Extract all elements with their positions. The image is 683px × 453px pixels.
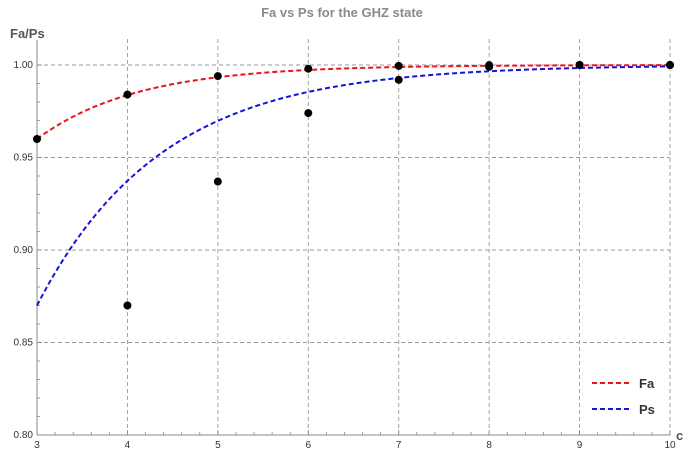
- data-point-ps: [123, 301, 132, 310]
- y-axis-label: Fa/Ps: [10, 26, 45, 41]
- x-axis-end-label: c: [676, 428, 683, 443]
- data-point-ps: [575, 61, 584, 69]
- legend: Fa Ps: [592, 376, 655, 417]
- y-tick-label: 0.80: [14, 430, 34, 441]
- axes: 0.80 0.85 0.90 0.95 1.00 3 4 5 6 7 8 9 10c: [14, 40, 683, 451]
- data-point-fa: [213, 72, 222, 81]
- y-tick-label: 0.95: [14, 153, 34, 164]
- y-tick-label: 1.00: [14, 60, 34, 71]
- series-fa-line: [36, 64, 670, 140]
- data-point-ps: [304, 109, 313, 118]
- x-tick-label: 10: [664, 440, 676, 451]
- data-point-fa: [394, 61, 403, 70]
- legend-label-fa: Fa: [639, 376, 655, 391]
- y-tick-label: 0.90: [14, 245, 34, 256]
- x-tick-label: 3: [34, 440, 40, 451]
- data-point-ps: [485, 62, 494, 71]
- x-tick-label: 4: [125, 440, 131, 451]
- x-tick-label: 5: [215, 440, 221, 451]
- x-tick-label: 8: [486, 440, 492, 451]
- data-point-ps: [213, 177, 222, 186]
- y-tick-label: 0.85: [14, 338, 34, 349]
- data-point-fa: [123, 90, 132, 99]
- grid: [37, 39, 671, 435]
- data-point-ps: [666, 61, 674, 69]
- data-point-ps: [394, 75, 403, 84]
- x-tick-label: 6: [306, 440, 312, 451]
- legend-label-ps: Ps: [639, 402, 655, 417]
- chart-title: Fa vs Ps for the GHZ state: [261, 5, 423, 20]
- x-tick-label: 9: [577, 440, 583, 451]
- x-tick-label: 7: [396, 440, 402, 451]
- series-ps-line: [36, 65, 671, 306]
- curves: [36, 64, 671, 306]
- data-point-fa: [33, 135, 41, 143]
- data-points: [33, 61, 674, 310]
- data-point-fa: [304, 64, 313, 73]
